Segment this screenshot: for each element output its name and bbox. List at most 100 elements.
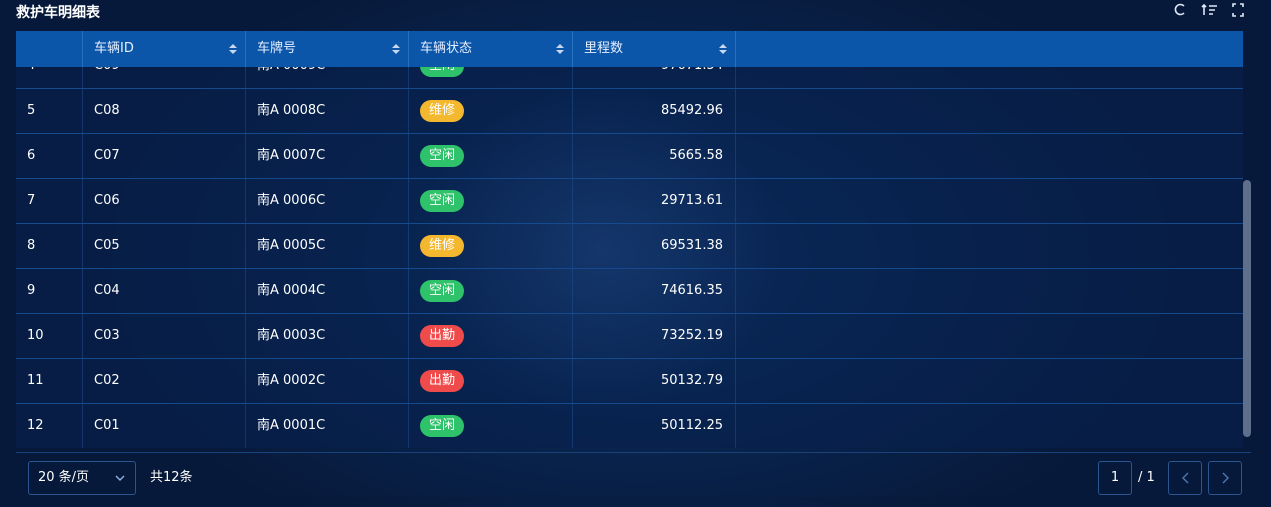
sort-icon[interactable] [229,44,237,54]
vehicle-id: C03 [82,314,245,358]
filler-cell [735,404,1243,448]
mileage: 74616.35 [572,269,735,313]
table-row: 8 C05 南A 0005C 维修 69531.38 [16,224,1243,269]
sort-icon[interactable] [719,44,727,54]
toolbar-icons [1174,3,1244,17]
row-number: 11 [27,373,44,388]
mileage: 50112.25 [572,404,735,448]
mileage: 97671.54 [572,67,735,88]
filler-cell [735,67,1243,88]
plate: 南A 0005C [245,224,408,268]
plate: 南A 0003C [245,314,408,358]
column-title: 车辆状态 [420,41,473,56]
status-badge: 空闲 [420,144,465,167]
column-header[interactable]: 车牌号 [245,31,408,67]
column-header[interactable]: 车辆ID [82,31,245,67]
status-badge: 空闲 [420,414,465,437]
vehicle-id: C06 [82,179,245,223]
chevron-down [115,475,125,481]
vehicle-id: C02 [82,359,245,403]
table-row: 4C09南A 0009C 空闲 97671.54 [16,67,1243,89]
plate: 南A 0007C [245,134,408,178]
status-badge: 出勤 [420,324,465,347]
chevron-right [1222,472,1229,484]
row-number: 12 [27,418,44,433]
table-row: 7 C06 南A 0006C 空闲 29713.61 [16,179,1243,224]
column-title: 车牌号 [257,41,297,56]
row-number: 8 [27,238,36,253]
column-title: 里程数 [584,41,624,56]
status-badge: 空闲 [420,279,465,302]
plate: 南A 0006C [245,179,408,223]
filler-cell [735,224,1243,268]
vehicle-id: C09 [82,67,245,88]
row-number: 4 [16,67,82,88]
sort-icon[interactable] [1201,3,1217,15]
table-header: 车辆ID 车牌号 车辆状态 里程数 [16,31,1243,67]
vehicle-id: C05 [82,224,245,268]
filler-cell [735,179,1243,223]
row-number: 9 [27,283,36,298]
panel-title: 救护车明细表 [16,5,100,21]
fullscreen-icon[interactable] [1232,3,1244,17]
table-row: 5 C08 南A 0008C 维修 85492.96 [16,89,1243,134]
filler-cell [735,89,1243,133]
page-count: / 1 [1138,470,1155,485]
status-badge: 出勤 [420,369,465,392]
chevron-left [1182,472,1189,484]
status-cell: 维修 [408,89,572,133]
next-page[interactable] [1208,461,1242,495]
mileage: 50132.79 [572,359,735,403]
vehicle-id: C07 [82,134,245,178]
status-cell: 空闲 [408,179,572,223]
plate: 南A 0009C [245,67,408,88]
mileage: 85492.96 [572,89,735,133]
mileage: 69531.38 [572,224,735,268]
table-row: 11 C02 南A 0002C 出勤 50132.79 [16,359,1243,404]
table-row: 12 C01 南A 0001C 空闲 50112.25 [16,404,1243,448]
row-number: 10 [27,328,44,343]
filler-cell [735,134,1243,178]
status-cell: 空闲 [408,67,572,88]
column-header[interactable]: 车辆状态 [408,31,572,67]
filler-cell [735,359,1243,403]
filler-cell [735,269,1243,313]
status-badge: 维修 [420,99,465,122]
table-row: 9 C04 南A 0004C 空闲 74616.35 [16,269,1243,314]
table-row: 10 C03 南A 0003C 出勤 73252.19 [16,314,1243,359]
mileage: 73252.19 [572,314,735,358]
status-badge: 空闲 [420,189,465,212]
prev-page[interactable] [1168,461,1202,495]
status-cell: 空闲 [408,404,572,448]
mileage: 5665.58 [572,134,735,178]
status-cell: 出勤 [408,359,572,403]
vehicle-id: C08 [82,89,245,133]
mileage: 29713.61 [572,179,735,223]
scrollbar-thumb[interactable] [1243,180,1251,437]
row-number: 5 [27,103,36,118]
row-number: 6 [27,148,36,163]
divider [16,452,1251,453]
status-cell: 出勤 [408,314,572,358]
plate: 南A 0004C [245,269,408,313]
column-title: 车辆ID [94,41,134,56]
total: 共12条 [150,470,193,485]
page-size-select[interactable]: 20 条/页 [28,461,136,495]
refresh-icon[interactable] [1174,3,1185,16]
column-header[interactable]: 里程数 [572,31,735,67]
table-row: 6 C07 南A 0007C 空闲 5665.58 [16,134,1243,179]
status-badge: 空闲 [420,67,465,77]
page-input[interactable]: 1 [1098,461,1132,495]
status-cell: 空闲 [408,269,572,313]
sort-icon[interactable] [556,44,564,54]
column-filler [735,31,1243,67]
plate: 南A 0001C [245,404,408,448]
sort-icon[interactable] [392,44,400,54]
row-number: 7 [27,193,36,208]
plate: 南A 0008C [245,89,408,133]
filler-cell [735,314,1243,358]
status-cell: 维修 [408,224,572,268]
status-badge: 维修 [420,234,465,257]
